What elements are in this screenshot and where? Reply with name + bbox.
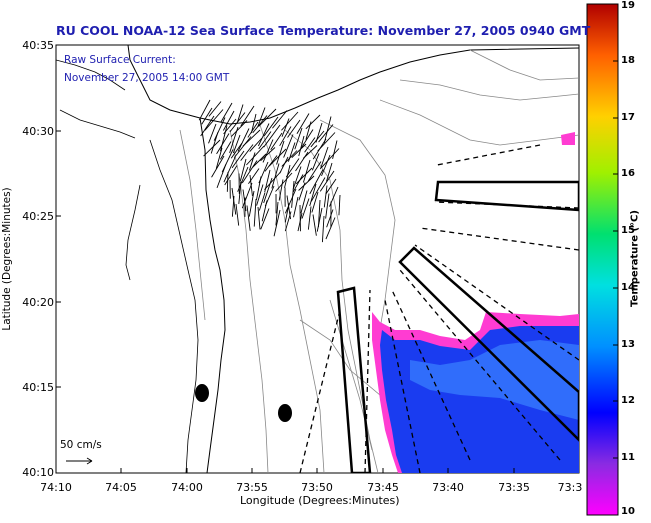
colorbar xyxy=(587,4,618,515)
colorbar-tick: 17 xyxy=(621,112,635,123)
colorbar-tick: 16 xyxy=(621,168,635,179)
y-tick: 40:15 xyxy=(14,381,54,394)
y-tick: 40:20 xyxy=(14,296,54,309)
x-tick: 73:3 xyxy=(550,481,590,494)
x-tick: 74:05 xyxy=(101,481,141,494)
colorbar-tick: 19 xyxy=(621,0,635,11)
x-tick: 73:35 xyxy=(494,481,534,494)
y-tick: 40:10 xyxy=(14,466,54,479)
x-tick: 74:00 xyxy=(167,481,207,494)
current-time: November 27, 2005 14:00 GMT xyxy=(64,72,229,84)
colorbar-tick: 10 xyxy=(621,506,635,517)
colorbar-tick: 11 xyxy=(621,452,635,463)
colorbar-tick: 12 xyxy=(621,395,635,406)
colorbar-tick: 13 xyxy=(621,339,635,350)
x-tick: 73:55 xyxy=(232,481,272,494)
figure-title: RU COOL NOAA-12 Sea Surface Temperature:… xyxy=(56,23,586,38)
x-axis-label: Longitude (Degrees:Minutes) xyxy=(240,494,400,507)
x-tick: 73:50 xyxy=(297,481,337,494)
y-tick: 40:30 xyxy=(14,125,54,138)
buoy-marker xyxy=(195,384,209,402)
x-tick: 73:40 xyxy=(428,481,468,494)
y-tick: 40:35 xyxy=(14,39,54,52)
y-tick: 40:25 xyxy=(14,210,54,223)
colorbar-tick: 18 xyxy=(621,55,635,66)
current-label: Raw Surface Current: xyxy=(64,54,176,66)
colorbar-label: Temperature (°C) xyxy=(630,199,641,319)
scale-label: 50 cm/s xyxy=(60,439,102,451)
x-tick: 74:10 xyxy=(36,481,76,494)
buoy-marker xyxy=(278,404,292,422)
y-axis-label: Latitude (Degrees:Minutes) xyxy=(1,184,13,334)
x-tick: 73:45 xyxy=(363,481,403,494)
